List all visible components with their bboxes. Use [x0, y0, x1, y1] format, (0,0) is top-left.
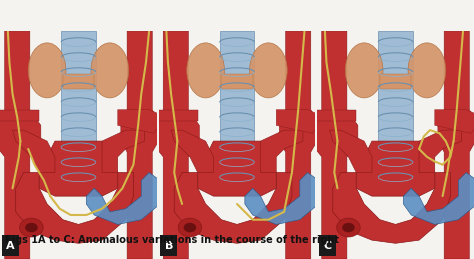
Polygon shape [157, 31, 200, 259]
Polygon shape [158, 31, 316, 259]
Polygon shape [102, 130, 145, 172]
Ellipse shape [342, 223, 355, 232]
Polygon shape [86, 172, 160, 224]
Polygon shape [329, 130, 372, 172]
Text: A: A [6, 241, 15, 251]
Text: B: B [164, 241, 173, 251]
FancyBboxPatch shape [1, 235, 19, 256]
Text: Figs 1A to C: Anomalous variations in the course of the right: Figs 1A to C: Anomalous variations in th… [5, 235, 339, 246]
Polygon shape [0, 110, 39, 121]
Ellipse shape [249, 43, 287, 98]
Polygon shape [438, 31, 474, 259]
Polygon shape [198, 141, 276, 196]
Polygon shape [435, 110, 474, 133]
Polygon shape [276, 110, 319, 133]
Polygon shape [118, 110, 160, 133]
Ellipse shape [25, 223, 37, 232]
Polygon shape [16, 172, 133, 243]
Polygon shape [261, 130, 303, 172]
Polygon shape [333, 172, 450, 243]
Ellipse shape [408, 43, 446, 98]
Text: C: C [323, 241, 331, 251]
Polygon shape [317, 31, 474, 259]
Polygon shape [171, 130, 213, 172]
Ellipse shape [187, 43, 225, 98]
Polygon shape [61, 31, 96, 188]
Polygon shape [0, 31, 41, 259]
FancyBboxPatch shape [319, 235, 336, 256]
Polygon shape [380, 74, 411, 89]
Polygon shape [419, 130, 462, 172]
Ellipse shape [178, 218, 201, 237]
Polygon shape [39, 141, 118, 196]
Ellipse shape [183, 223, 196, 232]
Polygon shape [0, 31, 157, 259]
Polygon shape [121, 31, 158, 259]
Polygon shape [314, 110, 356, 121]
Polygon shape [378, 31, 413, 188]
Polygon shape [403, 172, 474, 224]
Polygon shape [174, 172, 292, 243]
Polygon shape [63, 74, 94, 89]
Polygon shape [221, 74, 253, 89]
Polygon shape [245, 172, 319, 224]
Ellipse shape [345, 43, 383, 98]
Polygon shape [220, 31, 254, 188]
Polygon shape [356, 141, 435, 196]
Polygon shape [12, 130, 55, 172]
Ellipse shape [91, 43, 129, 98]
Polygon shape [155, 110, 198, 121]
Ellipse shape [19, 218, 43, 237]
Polygon shape [316, 31, 358, 259]
Ellipse shape [28, 43, 66, 98]
FancyBboxPatch shape [160, 235, 177, 256]
Polygon shape [279, 31, 317, 259]
Ellipse shape [337, 218, 360, 237]
